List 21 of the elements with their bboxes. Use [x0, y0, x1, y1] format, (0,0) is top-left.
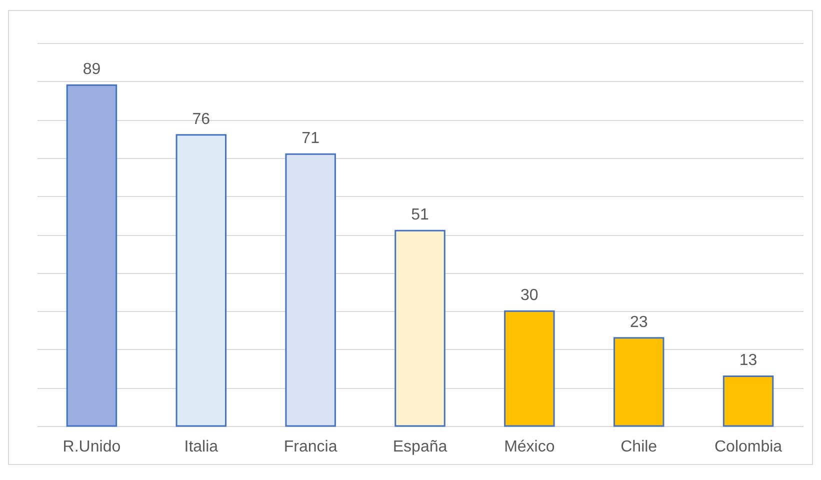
data-label: 89	[82, 61, 101, 78]
x-tick-label: Chile	[620, 438, 658, 456]
data-label: 76	[192, 110, 210, 128]
bar	[504, 310, 555, 427]
bar	[613, 337, 664, 427]
data-label: 71	[302, 130, 320, 148]
data-label: 30	[520, 287, 538, 304]
x-tick-label: Francia	[284, 438, 338, 456]
data-label: 13	[739, 352, 758, 370]
bar	[176, 134, 227, 427]
x-tick-label: Italia	[184, 438, 218, 456]
x-tick-label: Colombia	[714, 438, 782, 456]
bar	[722, 375, 774, 427]
x-tick-label: México	[504, 438, 555, 456]
bar	[394, 230, 446, 427]
data-label: 23	[630, 314, 648, 331]
data-label: 51	[411, 206, 429, 224]
x-tick-label: España	[392, 438, 448, 456]
x-tick-label: R.Unido	[62, 438, 121, 456]
bar	[285, 153, 336, 427]
bar	[66, 84, 118, 427]
